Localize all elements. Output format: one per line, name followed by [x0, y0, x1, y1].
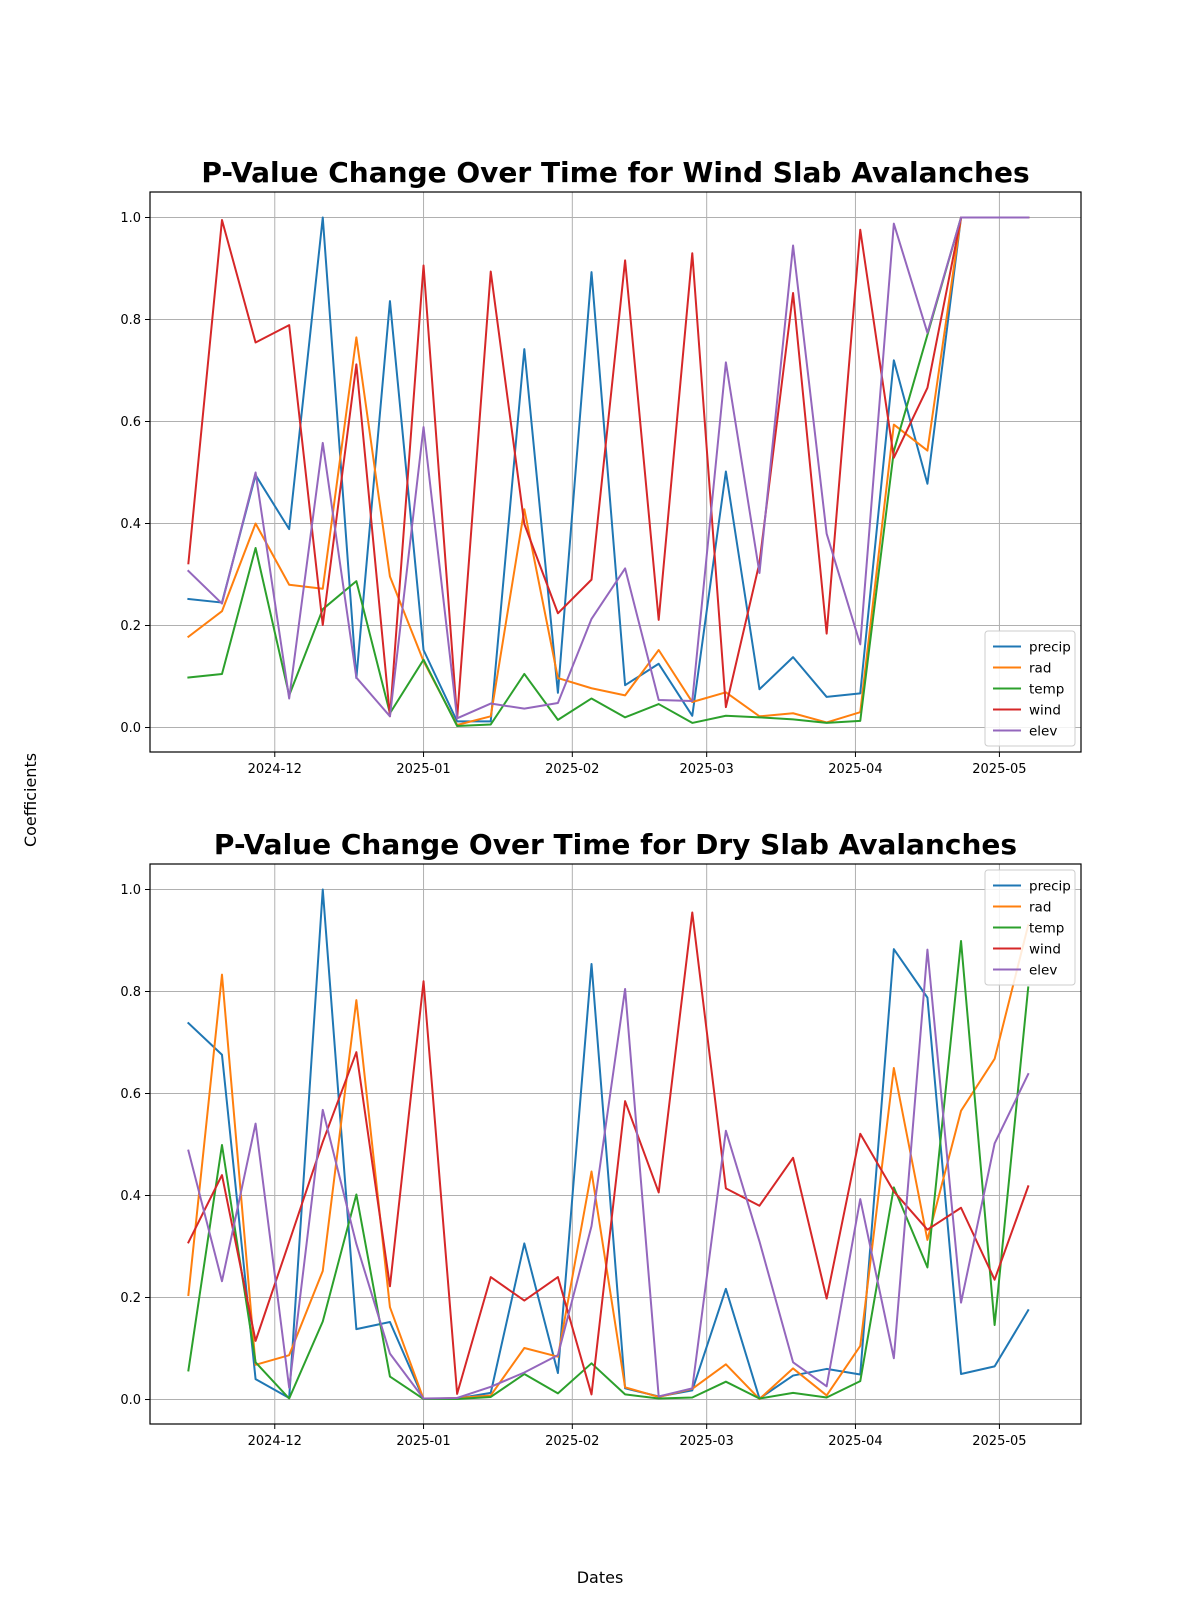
figure-ylabel: Coefficients — [21, 753, 40, 847]
y-tick-label: 0.4 — [120, 517, 141, 532]
series-line-elev — [187, 948, 1030, 1400]
x-tick-label: 2025-03 — [680, 1434, 734, 1449]
legend-label-rad: rad — [1029, 900, 1051, 916]
x-tick-label: 2024-12 — [248, 1434, 302, 1449]
legend-label-precip: precip — [1029, 640, 1071, 656]
y-tick-label: 0.4 — [120, 1189, 141, 1204]
x-tick-label: 2025-05 — [972, 1434, 1026, 1449]
series-line-temp — [187, 216, 1030, 727]
legend-label-elev: elev — [1029, 963, 1057, 979]
x-tick-label: 2025-02 — [545, 1434, 599, 1449]
x-tick-label: 2025-05 — [972, 762, 1026, 777]
y-tick-label: 0.0 — [120, 721, 141, 736]
wind-slab-chart: P-Value Change Over Time for Wind Slab A… — [120, 156, 1082, 777]
figure-xlabel: Dates — [577, 1568, 624, 1587]
legend-label-temp: temp — [1029, 682, 1064, 698]
y-tick-label: 0.2 — [120, 619, 141, 634]
legend-box — [984, 869, 1076, 986]
legend: precip rad temp wind elev — [984, 869, 1076, 986]
y-tick-label: 0.8 — [120, 985, 141, 1000]
plot-frame — [149, 191, 1082, 753]
legend-label-rad: rad — [1029, 661, 1051, 677]
series-line-precip — [186, 888, 1030, 1401]
series-line-elev — [186, 216, 1030, 720]
y-tick-label: 0.6 — [120, 1087, 141, 1102]
legend-label-temp: temp — [1029, 921, 1064, 937]
series-line-rad — [187, 923, 1030, 1401]
x-tick-label: 2025-03 — [680, 762, 734, 777]
x-tick-label: 2025-04 — [828, 762, 882, 777]
legend-box — [984, 630, 1076, 747]
chart-title: P-Value Change Over Time for Wind Slab A… — [201, 156, 1029, 189]
y-tick-label: 0.0 — [120, 1393, 141, 1408]
series-line-rad — [186, 216, 1030, 726]
x-tick-label: 2025-01 — [396, 1434, 450, 1449]
x-tick-label: 2025-01 — [396, 762, 450, 777]
y-tick-label: 0.6 — [120, 415, 141, 430]
legend-label-elev: elev — [1029, 724, 1057, 740]
grid — [150, 192, 1081, 752]
x-tick-label: 2025-02 — [545, 762, 599, 777]
legend-label-precip: precip — [1029, 879, 1071, 895]
x-tick-label: 2025-04 — [828, 1434, 882, 1449]
dry-slab-chart: P-Value Change Over Time for Dry Slab Av… — [120, 828, 1082, 1449]
x-tick-label: 2024-12 — [248, 762, 302, 777]
legend-label-wind: wind — [1029, 942, 1061, 958]
legend-label-wind: wind — [1029, 703, 1061, 719]
series-line-wind — [187, 911, 1030, 1396]
series-line-temp — [187, 940, 1030, 1401]
y-tick-label: 0.2 — [120, 1291, 141, 1306]
chart-title: P-Value Change Over Time for Dry Slab Av… — [214, 828, 1017, 861]
y-tick-label: 1.0 — [120, 211, 141, 226]
plot-frame — [149, 863, 1082, 1425]
legend: precip rad temp wind elev — [984, 630, 1076, 747]
y-tick-label: 0.8 — [120, 313, 141, 328]
y-tick-label: 1.0 — [120, 883, 141, 898]
series-line-wind — [187, 216, 1030, 720]
